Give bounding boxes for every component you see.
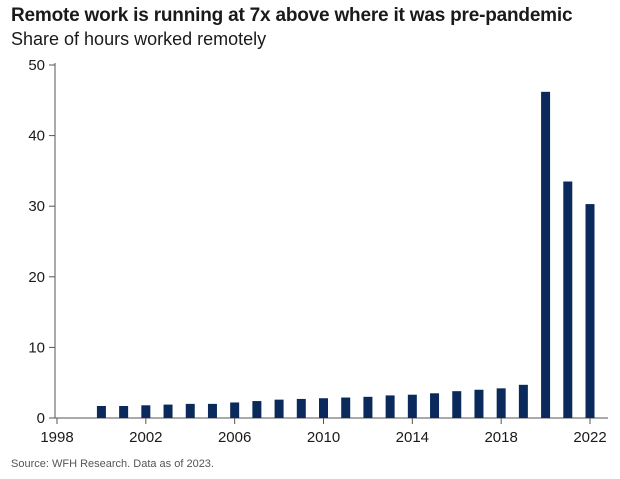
- bar-2003: [163, 404, 173, 418]
- bar-2006: [230, 402, 240, 418]
- bar-2004: [185, 403, 195, 418]
- x-tick-label: 2002: [129, 429, 162, 446]
- bar-2021: [563, 181, 573, 418]
- bar-2022: [585, 204, 595, 418]
- bar-2009: [296, 398, 306, 418]
- x-tick-label: 2010: [307, 429, 340, 446]
- bar-2018: [496, 388, 506, 418]
- x-tick-label: 2018: [484, 429, 517, 446]
- bar-2017: [474, 389, 484, 418]
- bar-2013: [385, 395, 395, 418]
- bar-2016: [452, 391, 462, 418]
- bar-2000: [96, 405, 106, 418]
- x-tick-label: 1998: [40, 429, 73, 446]
- bar-2001: [119, 405, 129, 418]
- chart-title: Remote work is running at 7x above where…: [11, 5, 573, 26]
- y-tick-label: 50: [28, 57, 45, 74]
- y-tick-label: 30: [28, 198, 45, 215]
- bar-2007: [252, 401, 262, 418]
- x-tick-label: 2014: [396, 429, 429, 446]
- chart-subtitle: Share of hours worked remotely: [11, 29, 267, 49]
- y-tick-label: 40: [28, 128, 45, 145]
- source-note: Source: WFH Research. Data as of 2023.: [11, 458, 214, 470]
- x-tick-label: 2022: [573, 429, 606, 446]
- bar-2020: [541, 91, 551, 418]
- bar-2011: [341, 397, 351, 418]
- bar-2012: [363, 396, 373, 418]
- x-tick-label: 2006: [218, 429, 251, 446]
- y-tick-label: 10: [28, 339, 45, 356]
- y-tick-label: 0: [37, 410, 45, 427]
- bar-2015: [430, 393, 440, 418]
- bar-2002: [141, 405, 151, 418]
- bar-2019: [518, 384, 528, 418]
- bar-2014: [407, 394, 417, 418]
- bar-2005: [207, 403, 217, 418]
- bar-2008: [274, 399, 284, 418]
- bar-2010: [319, 398, 328, 418]
- y-tick-label: 20: [28, 269, 45, 286]
